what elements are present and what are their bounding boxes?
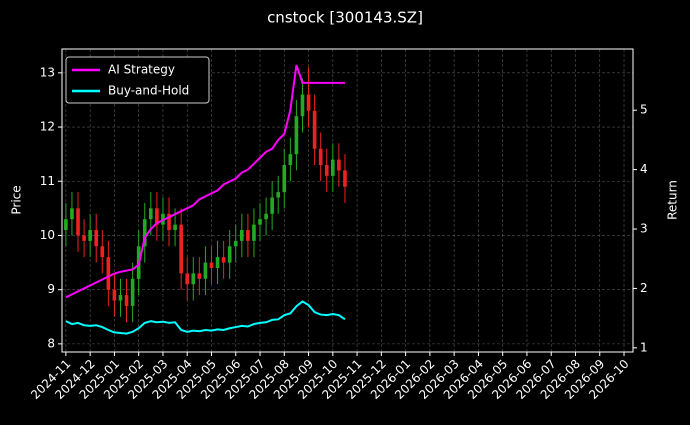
candle-body <box>142 219 147 247</box>
candle-body <box>82 235 86 241</box>
y-tick-label: 13 <box>40 65 55 79</box>
candle-body <box>306 94 311 111</box>
candle-body <box>258 219 262 225</box>
candle-body <box>239 230 244 241</box>
candle-body <box>318 148 323 165</box>
line-series <box>65 64 345 299</box>
candle-body <box>264 213 268 220</box>
candle-body <box>209 262 214 268</box>
candle-body <box>270 197 274 214</box>
candle-body <box>64 219 68 231</box>
candle-body <box>324 164 329 176</box>
candle-body <box>106 257 111 290</box>
candle-body <box>288 154 293 165</box>
y2-tick-label: 3 <box>640 222 648 236</box>
y2-tick-label: 5 <box>640 103 648 117</box>
candle-body <box>167 213 171 231</box>
y-tick-label: 11 <box>40 174 55 188</box>
candle-body <box>130 278 135 306</box>
legend: AI Strategy Buy-and-Hold <box>65 56 210 104</box>
candle-body <box>155 208 159 225</box>
y-tick-label: 9 <box>47 282 55 296</box>
chart-title: cnstock [300143.SZ] <box>267 9 423 27</box>
candle-body <box>276 192 281 198</box>
line-series <box>65 300 346 335</box>
candle-body <box>252 224 256 241</box>
y2-tick-label: 2 <box>640 281 648 295</box>
y-tick-label: 10 <box>40 228 55 242</box>
candle-body <box>300 94 305 117</box>
candle-body <box>185 273 190 285</box>
candle-body <box>70 208 74 220</box>
candle-body <box>118 295 123 301</box>
candle-body <box>337 159 341 171</box>
legend-label: Buy-and-Hold <box>108 84 189 98</box>
candle-body <box>282 164 287 193</box>
candle-body <box>203 262 208 279</box>
candle-body <box>233 240 238 247</box>
candle-body <box>148 208 153 220</box>
candle-body <box>173 224 177 231</box>
legend-box <box>65 56 210 104</box>
y2-tick-label: 1 <box>640 340 648 354</box>
candle-body <box>330 159 335 176</box>
y2-tick-label: 4 <box>640 162 648 176</box>
candle-body <box>76 208 80 236</box>
y-axis-label: Price <box>10 185 24 214</box>
y2-axis-label: Return <box>666 180 680 220</box>
candle-body <box>179 224 183 274</box>
legend-label: AI Strategy <box>108 63 175 77</box>
candle-body <box>197 273 202 279</box>
candle-body <box>124 295 129 306</box>
candle-body <box>294 116 299 155</box>
candle-body <box>94 230 99 247</box>
candle-body <box>227 246 232 263</box>
candle-body <box>215 257 220 268</box>
candle-body <box>312 110 317 149</box>
candle-body <box>221 257 226 263</box>
candle-body <box>246 230 250 241</box>
plot-frame <box>61 48 634 353</box>
candle-body <box>343 170 347 187</box>
candle-body <box>100 246 105 258</box>
candle-body <box>88 230 92 241</box>
y-tick-label: 8 <box>47 336 55 350</box>
y-tick-label: 12 <box>40 120 55 134</box>
candle-body <box>191 273 196 285</box>
candle-body <box>112 289 117 301</box>
